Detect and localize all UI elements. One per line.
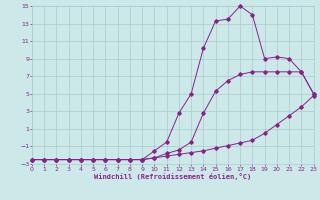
X-axis label: Windchill (Refroidissement éolien,°C): Windchill (Refroidissement éolien,°C) xyxy=(94,173,252,180)
